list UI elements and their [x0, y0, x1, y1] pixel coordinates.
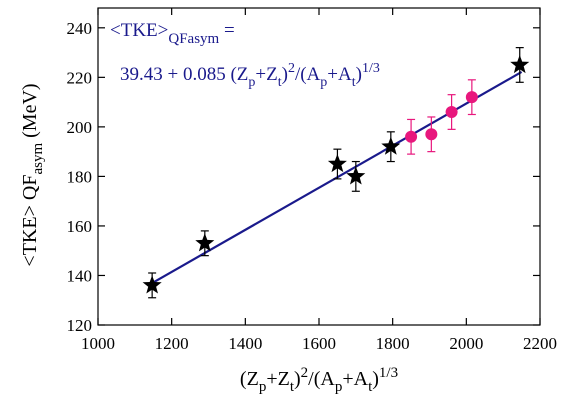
label-part: 2: [301, 365, 309, 381]
ann-part: =: [219, 20, 234, 41]
x-tick-label: 1800: [376, 334, 410, 353]
star-marker: [327, 154, 347, 173]
label-part: (MeV): [19, 83, 41, 142]
label-part: 1/3: [379, 365, 398, 381]
label-part: /(A: [308, 368, 335, 390]
ann-part: QFasym: [168, 31, 219, 47]
y-tick-label: 200: [67, 118, 93, 137]
label-part: +Z: [266, 368, 290, 390]
y-tick-label: 180: [67, 167, 93, 186]
ann-part: <TKE>: [110, 20, 168, 41]
ann-part: /(A: [295, 64, 321, 85]
ann-part: 39.43 + 0.085 (Z: [120, 64, 248, 85]
star-marker: [142, 275, 162, 294]
ann-part: +A: [327, 64, 352, 85]
ann-part: ): [356, 64, 362, 85]
circle-marker: [445, 106, 458, 119]
y-tick-label: 240: [67, 19, 93, 38]
star-marker: [346, 166, 366, 185]
y-tick-label: 220: [67, 68, 93, 87]
circle-marker: [465, 91, 478, 104]
x-tick-label: 2200: [523, 334, 557, 353]
label-part: t: [368, 379, 373, 395]
label-part: +A: [342, 368, 368, 390]
x-tick-label: 1400: [228, 334, 262, 353]
label-part: (Z: [240, 368, 259, 390]
y-tick-label: 140: [67, 266, 93, 285]
ann-part: ): [282, 64, 288, 85]
label-part: <TKE> QF: [19, 175, 41, 267]
star-marker: [381, 136, 401, 155]
circle-marker: [425, 128, 438, 141]
x-tick-label: 1200: [155, 334, 189, 353]
label-part: asym: [30, 143, 46, 175]
x-tick-label: 1600: [302, 334, 336, 353]
label-part: ): [372, 368, 379, 390]
y-axis-label: <TKE> QFasym (MeV): [19, 83, 46, 266]
ann-part: +Z: [255, 64, 277, 85]
annotation-line1: <TKE>QFasym =: [110, 20, 235, 47]
label-part: ): [294, 368, 301, 390]
ann-part: 2: [288, 61, 295, 76]
y-tick-label: 120: [67, 316, 93, 335]
ann-part: t: [352, 75, 356, 90]
label-part: t: [290, 379, 295, 395]
circle-marker: [405, 130, 418, 143]
star-marker: [510, 55, 530, 74]
annotation-line2: 39.43 + 0.085 (Zp+Zt)2/(Ap+At)1/3: [120, 61, 380, 90]
label-part: p: [259, 379, 267, 395]
ann-part: p: [320, 75, 327, 90]
star-marker: [195, 233, 215, 252]
y-tick-label: 160: [67, 217, 93, 236]
ann-part: p: [248, 75, 255, 90]
label-part: p: [335, 379, 343, 395]
fit-line: [149, 70, 523, 286]
x-axis-label: (Zp+Zt)2/(Ap+At)1/3: [240, 365, 398, 395]
x-tick-label: 2000: [449, 334, 483, 353]
plot-frame: [97, 7, 541, 326]
x-tick-label: 1000: [81, 334, 115, 353]
ann-part: t: [278, 75, 282, 90]
ann-part: 1/3: [362, 61, 380, 76]
